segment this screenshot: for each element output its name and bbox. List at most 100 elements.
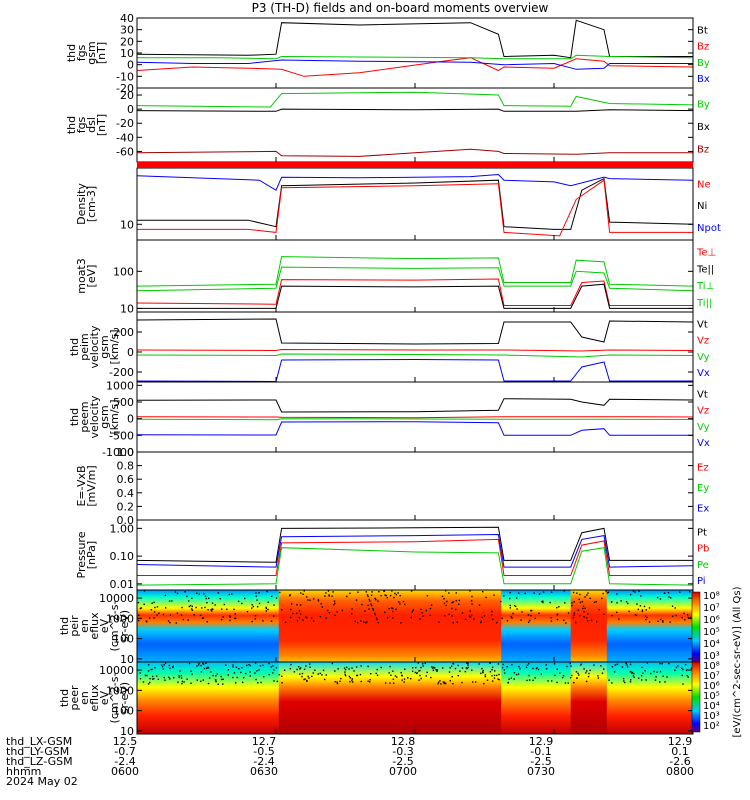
peir-spectrogram-noise-pixel — [587, 592, 589, 594]
peir-spectrogram-noise-pixel — [154, 606, 156, 609]
fgs-gsm-ytick-label: -20 — [116, 82, 134, 95]
peer-spectrogram-noise-pixel — [203, 667, 206, 670]
peer-spectrogram-noise-pixel — [481, 667, 483, 670]
peer-spectrogram-noise-pixel — [420, 666, 422, 669]
peer-spectrogram-noise-pixel — [356, 674, 358, 677]
peir-spectrogram-noise-pixel — [270, 595, 273, 598]
peer-spectrogram-noise-pixel — [464, 670, 467, 673]
peir-spectrogram-noise-pixel — [644, 615, 647, 617]
peer-spectrogram-noise-pixel — [200, 680, 202, 683]
peir-spectrogram-noise-pixel — [181, 606, 183, 609]
peer-spectrogram-noise-pixel — [489, 671, 492, 673]
peer-spectrogram-noise-pixel — [216, 673, 218, 675]
peir-spectrogram-noise-pixel — [357, 591, 359, 593]
peir-spectrogram-noise-pixel — [380, 594, 382, 597]
peer-spectrogram-noise-pixel — [240, 671, 242, 674]
peer-spectrogram-noise-pixel — [278, 673, 281, 676]
fgs-gsm-legend-0: Bt — [697, 25, 708, 36]
peir-spectrogram-noise-pixel — [577, 609, 579, 611]
peir-spectrogram-noise-pixel — [201, 607, 203, 609]
peir-spectrogram-noise-pixel — [378, 590, 380, 593]
peir-spectrogram-noise-pixel — [659, 598, 662, 600]
peer-spectrogram-noise-pixel — [448, 671, 451, 673]
peer-spectrogram-noise-pixel — [418, 679, 420, 681]
peer-spectrogram-noise-pixel — [283, 669, 286, 671]
peer-spectrogram-noise-pixel — [556, 681, 558, 684]
peer-spectrogram-noise-pixel — [419, 674, 421, 677]
peir-spectrogram-noise-pixel — [137, 601, 140, 604]
peir-spectrogram-noise-pixel — [452, 622, 454, 624]
peir-spectrogram-noise-pixel — [176, 612, 179, 614]
peir-spectrogram-noise-pixel — [292, 612, 294, 615]
colorbar-label: [eV/(cm^2-sec-sr-eV)] (All Qs) — [732, 586, 743, 737]
peir-spectrogram-noise-pixel — [246, 611, 249, 613]
peir-spectrogram-noise-pixel — [582, 607, 584, 610]
peer-spectrogram-noise-pixel — [597, 677, 600, 679]
peir-spectrogram-noise-pixel — [391, 607, 393, 609]
peir-spectrogram-noise-pixel — [688, 591, 691, 593]
peir-spectrogram-noise-pixel — [327, 609, 329, 612]
peir-spectrogram-noise-pixel — [668, 596, 670, 598]
fgs-gsm-ylabel-line: fgs — [75, 44, 88, 61]
peir-spectrogram-noise-pixel — [223, 603, 226, 606]
peer-spectrogram-noise-pixel — [164, 679, 166, 681]
peir-spectrogram-noise-pixel — [398, 601, 400, 603]
peir-spectrogram-noise-pixel — [320, 603, 322, 605]
peer-spectrogram-noise-pixel — [633, 676, 636, 679]
peir-spectrogram-noise-pixel — [579, 593, 581, 596]
peer-spectrogram-noise-pixel — [576, 677, 578, 679]
peer-spectrogram-ylabel-line: en — [78, 691, 91, 705]
peer-spectrogram-noise-pixel — [685, 669, 688, 672]
peer-spectrogram-noise-pixel — [640, 674, 643, 677]
peer-spectrogram-noise-pixel — [404, 668, 406, 670]
e-field-ytick-label: 1.0 — [117, 446, 135, 459]
peir-spectrogram-noise-pixel — [204, 595, 207, 597]
peer-spectrogram-noise-pixel — [494, 670, 496, 672]
peir-spectrogram-noise-pixel — [156, 614, 158, 616]
peir-spectrogram-noise-pixel — [204, 606, 206, 609]
peer-spectrogram-noise-pixel — [380, 666, 382, 669]
peer-spectrogram-noise-pixel — [254, 672, 256, 674]
footer-col1-hhmm: 0630 — [250, 765, 278, 778]
peir-spectrogram-noise-pixel — [255, 595, 257, 597]
peir-spectrogram-noise-pixel — [420, 608, 422, 611]
peer-spectrogram-noise-pixel — [348, 675, 351, 678]
peir-spectrogram-noise-pixel — [632, 590, 635, 592]
peir-spectrogram-noise-pixel — [541, 600, 543, 603]
peir-spectrogram-noise-pixel — [317, 598, 320, 601]
peer-spectrogram-noise-pixel — [168, 676, 170, 679]
footer-col0-hhmm: 0600 — [111, 765, 139, 778]
peer-spectrogram-noise-pixel — [432, 669, 435, 671]
colorbar-bottom-tick: 10⁸ — [703, 661, 720, 672]
peer-spectrogram-noise-pixel — [501, 666, 504, 669]
peir-spectrogram-noise-pixel — [448, 613, 450, 616]
peir-spectrogram-noise-pixel — [628, 610, 630, 613]
peer-spectrogram-noise-pixel — [249, 664, 252, 667]
peer-spectrogram-noise-pixel — [360, 680, 362, 683]
peer-spectrogram-noise-pixel — [369, 679, 371, 681]
peer-spectrogram-noise-pixel — [390, 674, 392, 676]
peir-spectrogram-noise-pixel — [190, 608, 193, 610]
peir-spectrogram-noise-pixel — [334, 602, 336, 604]
peem-velocity-legend-2: Vy — [697, 422, 710, 433]
peir-spectrogram-noise-pixel — [590, 619, 593, 622]
peer-spectrogram-noise-pixel — [467, 662, 469, 665]
peir-spectrogram-ylabel-line: eflux — [88, 612, 101, 640]
peer-spectrogram-noise-pixel — [403, 681, 405, 683]
footer: thd_LX-GSM thd_LY-GSM thd_LZ-GSM hhmm 20… — [6, 735, 694, 788]
peir-spectrogram-noise-pixel — [419, 618, 421, 620]
peir-spectrogram-noise-pixel — [254, 618, 256, 620]
peer-spectrogram-noise-pixel — [528, 679, 531, 681]
peir-spectrogram-noise-pixel — [304, 616, 307, 618]
peir-spectrogram-noise-pixel — [606, 592, 609, 594]
peer-spectrogram-noise-pixel — [437, 683, 439, 685]
fgs-dsl-ylabel-line: fgs — [75, 116, 88, 133]
peir-spectrogram-noise-pixel — [182, 618, 185, 621]
fgs-dsl-series-By — [136, 91, 694, 108]
peir-spectrogram-noise-pixel — [648, 607, 651, 609]
peer-spectrogram-noise-pixel — [465, 667, 468, 669]
peer-spectrogram-noise-pixel — [662, 675, 664, 677]
peir-spectrogram-noise-pixel — [370, 594, 373, 597]
peir-spectrogram-noise-pixel — [151, 602, 153, 604]
peim-velocity-ylabel-line: gsm — [98, 335, 111, 358]
